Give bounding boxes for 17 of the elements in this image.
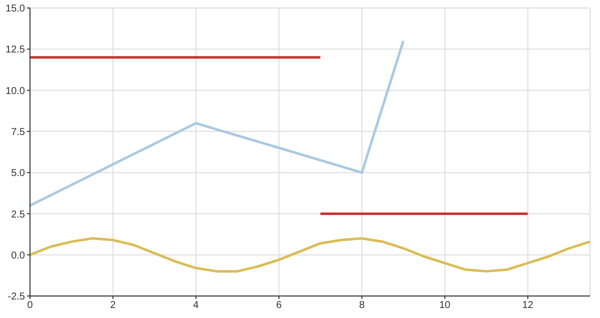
line-series bbox=[30, 237, 590, 273]
y-tick-label: 7.5 bbox=[11, 126, 26, 138]
y-tick-label: 5.0 bbox=[11, 168, 26, 180]
x-tick-label: 6 bbox=[276, 300, 282, 312]
x-tick-label: 8 bbox=[359, 300, 366, 312]
y-tick-label: 12.5 bbox=[6, 44, 26, 56]
x-tick-label: 12 bbox=[522, 300, 534, 312]
y-tick-label: -2.5 bbox=[8, 292, 26, 303]
y-tick-label: 15.0 bbox=[6, 4, 26, 15]
y-tick-label: 10.0 bbox=[6, 86, 26, 97]
x-tick-label: 4 bbox=[193, 300, 200, 312]
x-tick-label: 10 bbox=[439, 300, 451, 312]
x-tick-label: 2 bbox=[110, 300, 116, 312]
line-series bbox=[30, 40, 405, 207]
y-tick-label: 0.0 bbox=[11, 250, 26, 262]
x-tick-label: 0 bbox=[27, 300, 34, 312]
y-tick-label: 2.5 bbox=[11, 209, 26, 220]
